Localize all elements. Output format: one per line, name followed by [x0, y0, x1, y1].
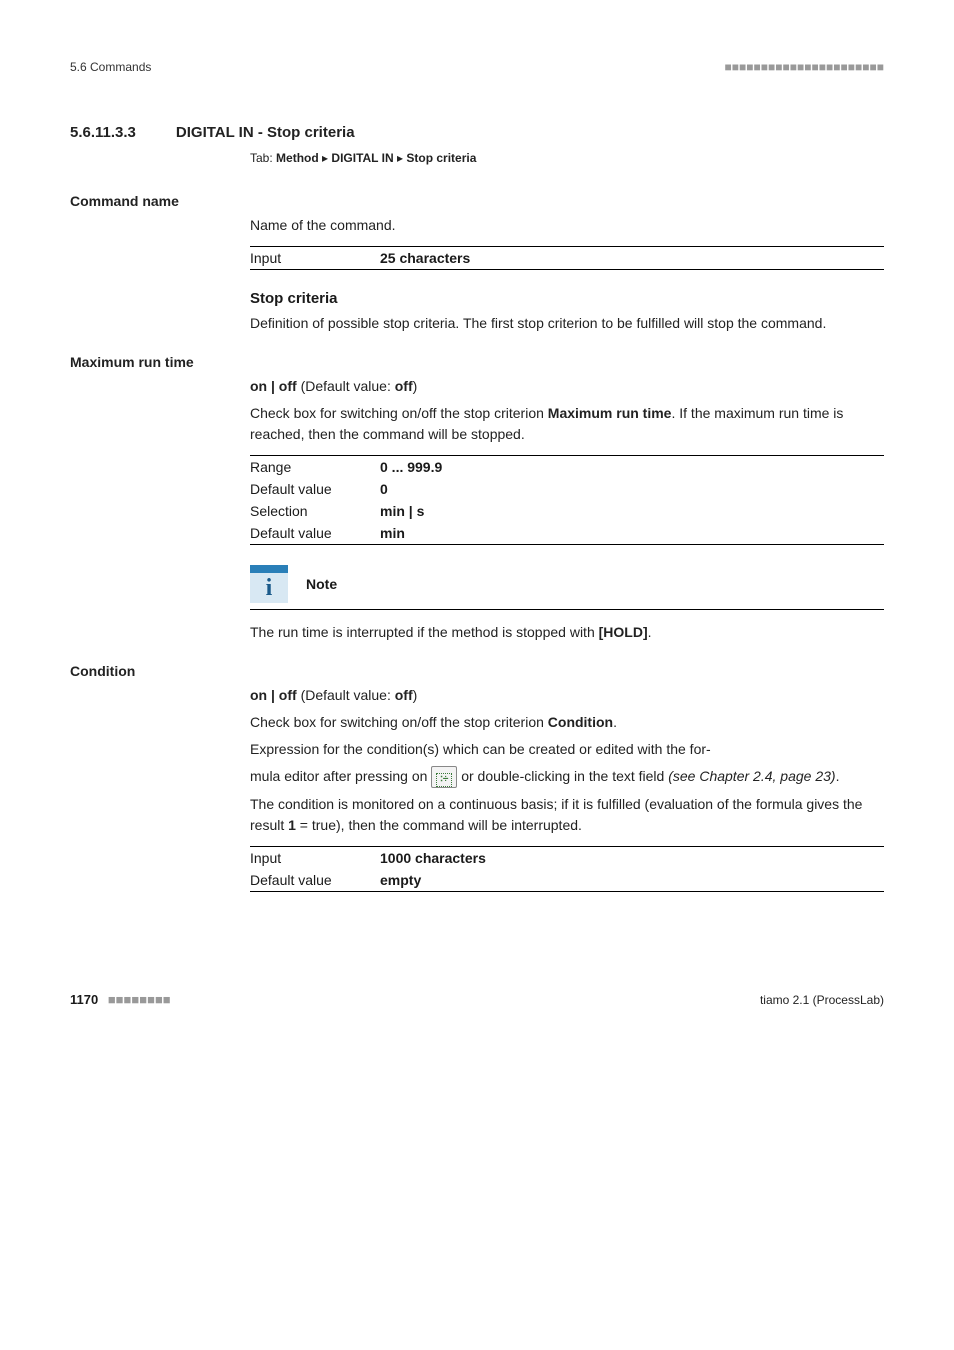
condition-desc3: mula editor after pressing on ∶÷ or doub…: [250, 766, 884, 788]
section-heading: 5.6.11.3.3 DIGITAL IN - Stop criteria: [70, 124, 884, 141]
table-row: Default valuemin: [250, 522, 884, 545]
max-run-time-table: Range0 ... 999.9 Default value0 Selectio…: [250, 455, 884, 545]
condition-label: Condition: [70, 663, 884, 679]
tab-path1: Method: [276, 151, 319, 165]
condition-table: Input1000 characters Default valueempty: [250, 846, 884, 892]
note-text: The run time is interrupted if the metho…: [250, 622, 884, 643]
tab-path: Tab: Method ▸ DIGITAL IN ▸ Stop criteria: [250, 151, 884, 165]
page-header: 5.6 Commands ■■■■■■■■■■■■■■■■■■■■■■: [70, 60, 884, 74]
note-label: Note: [306, 576, 337, 592]
max-run-time-onoff: on | off (Default value: off): [250, 376, 884, 397]
table-row: Input 25 characters: [250, 247, 884, 270]
condition-desc2: Expression for the condition(s) which ca…: [250, 739, 884, 760]
command-name-desc: Name of the command.: [250, 215, 884, 236]
command-name-label: Command name: [70, 193, 884, 209]
note-box: i Note The run time is interrupted if th…: [250, 565, 884, 643]
header-section: 5.6 Commands: [70, 60, 151, 74]
tab-sep: ▸: [322, 151, 328, 165]
heading-title: DIGITAL IN - Stop criteria: [176, 124, 355, 141]
tab-path2: DIGITAL IN: [331, 151, 393, 165]
page-number: 1170: [70, 992, 98, 1007]
condition-desc4: The condition is monitored on a continuo…: [250, 794, 884, 836]
condition-desc1: Check box for switching on/off the stop …: [250, 712, 884, 733]
footer-dashes: ■■■■■■■■: [108, 992, 171, 1007]
info-icon: i: [250, 565, 288, 603]
stop-criteria-desc: Definition of possible stop criteria. Th…: [250, 313, 884, 334]
onoff-options: on | off: [250, 378, 297, 394]
max-run-time-label: Maximum run time: [70, 354, 884, 370]
table-row: Default valueempty: [250, 869, 884, 892]
page-footer: 1170 ■■■■■■■■ tiamo 2.1 (ProcessLab): [70, 992, 884, 1007]
table-row: Selectionmin | s: [250, 500, 884, 522]
tab-prefix: Tab:: [250, 151, 273, 165]
tab-sep: ▸: [397, 151, 403, 165]
tab-path3: Stop criteria: [406, 151, 476, 165]
condition-onoff: on | off (Default value: off): [250, 685, 884, 706]
onoff-default: off: [395, 378, 413, 394]
table-row: Range0 ... 999.9: [250, 456, 884, 479]
onoff-default: off: [395, 687, 413, 703]
info-icon-glyph: i: [250, 573, 288, 603]
command-name-table: Input 25 characters: [250, 246, 884, 270]
header-dashes: ■■■■■■■■■■■■■■■■■■■■■■: [725, 60, 884, 74]
heading-number: 5.6.11.3.3: [70, 124, 136, 141]
formula-editor-icon[interactable]: ∶÷: [431, 766, 457, 788]
onoff-options: on | off: [250, 687, 297, 703]
footer-right: tiamo 2.1 (ProcessLab): [760, 993, 884, 1007]
stop-criteria-label: Stop criteria: [250, 290, 884, 307]
footer-left: 1170 ■■■■■■■■: [70, 992, 171, 1007]
table-val: 25 characters: [380, 247, 884, 270]
max-run-time-desc: Check box for switching on/off the stop …: [250, 403, 884, 445]
table-key: Input: [250, 247, 380, 270]
table-row: Input1000 characters: [250, 847, 884, 870]
note-header: i Note: [250, 565, 884, 610]
table-row: Default value0: [250, 478, 884, 500]
